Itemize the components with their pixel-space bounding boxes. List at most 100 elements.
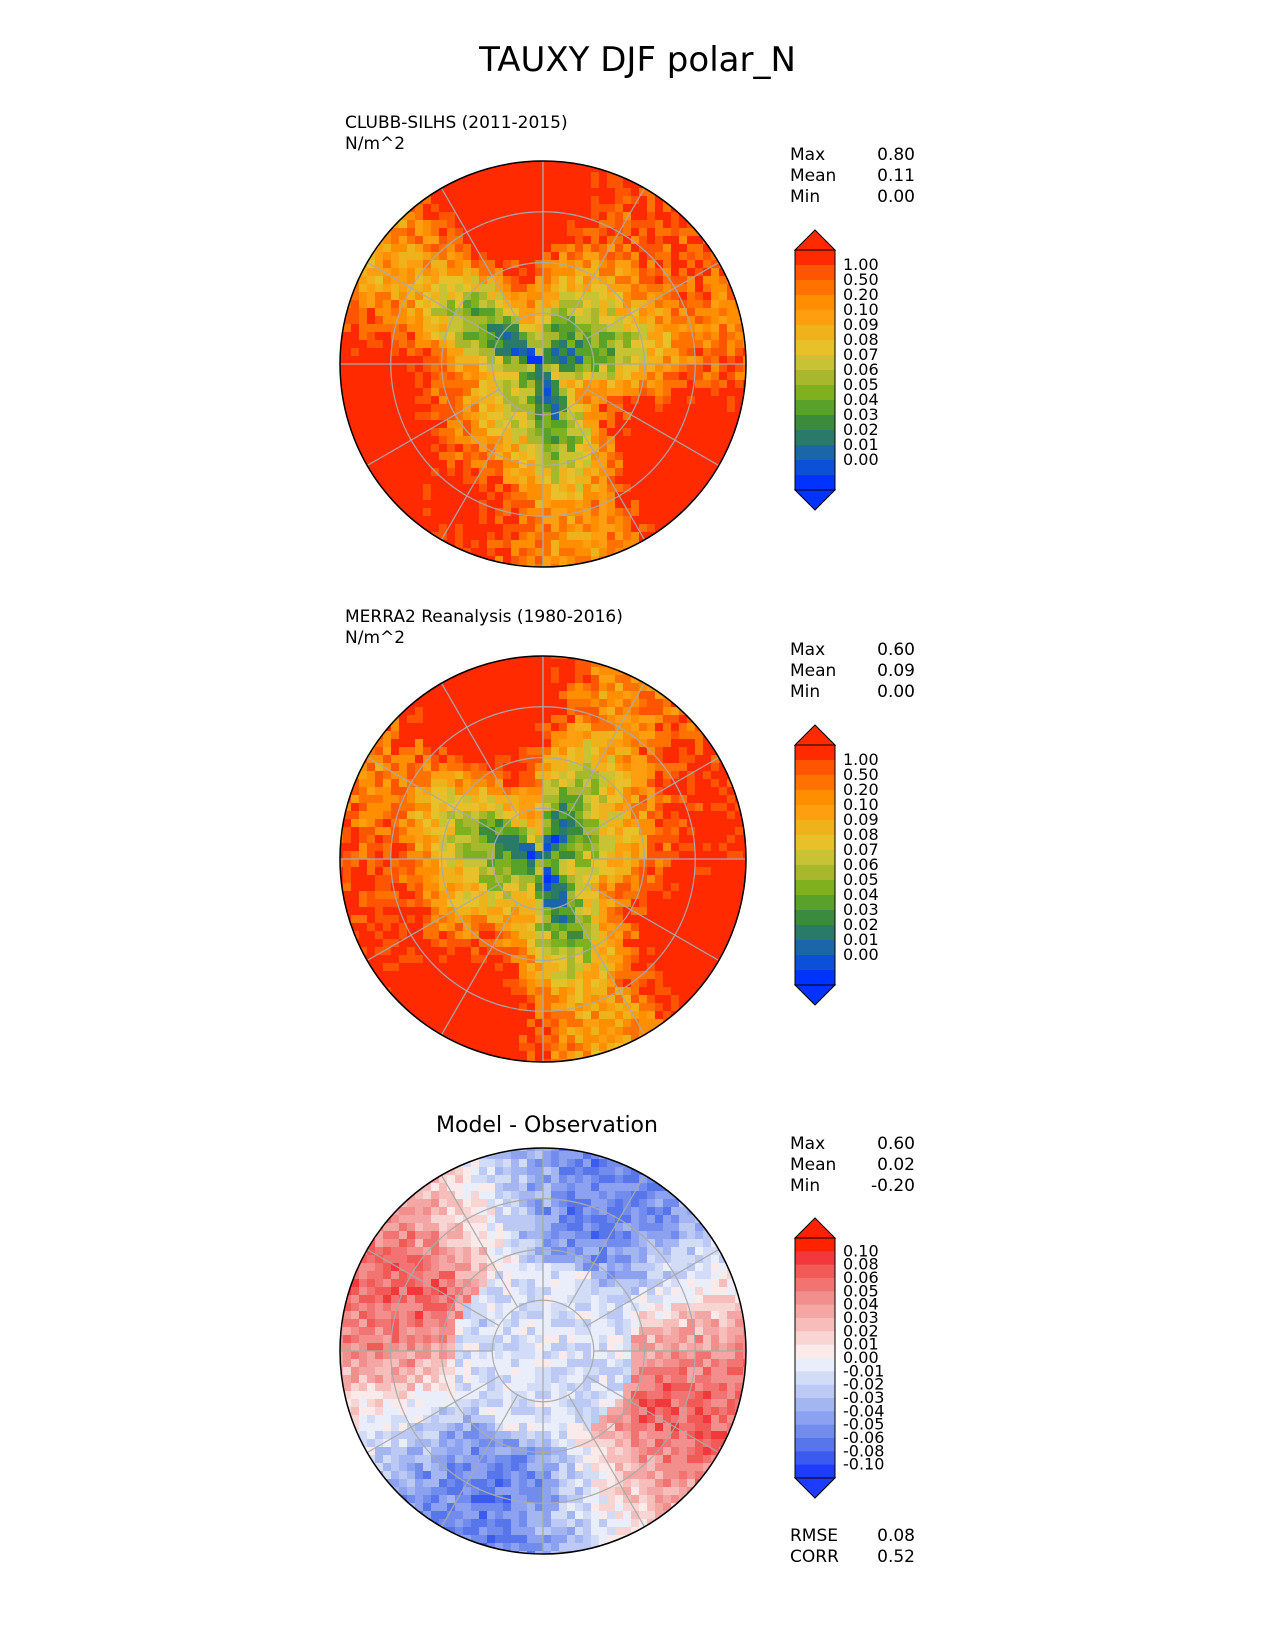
corr-value: 0.52 xyxy=(877,1547,915,1567)
colorbar-frame xyxy=(794,249,836,491)
panel1-min-label: Min xyxy=(790,187,821,207)
panel2-units-label: N/m^2 xyxy=(345,628,406,648)
colorbar-tick-label: 0.50 xyxy=(843,270,879,289)
panel3-max-label: Max xyxy=(790,1134,826,1154)
colorbar-tick-label: 0.04 xyxy=(843,885,879,904)
colorbar-segment xyxy=(795,775,835,791)
colorbar-tick-label: 0.10 xyxy=(843,300,879,319)
colorbar-segment xyxy=(795,1331,835,1346)
map-boundary xyxy=(339,655,747,1063)
colorbar-segment xyxy=(795,1251,835,1266)
panel2-header: MERRA2 Reanalysis (1980-2016) N/m^2 xyxy=(345,607,623,649)
panel2-colorbar: 1.000.500.200.100.090.080.070.060.050.04… xyxy=(793,724,879,1006)
colorbar-segment xyxy=(795,790,835,806)
colorbar-extend-low xyxy=(793,1477,837,1499)
colorbar-tick-label: 0.02 xyxy=(843,915,879,934)
colorbar-segment xyxy=(795,1358,835,1372)
colorbar-segment xyxy=(795,295,835,311)
colorbar-tick-label: 0.08 xyxy=(843,825,879,844)
colorbar-segment xyxy=(795,280,835,296)
colorbar-segment xyxy=(795,850,835,866)
panel2-polar-map xyxy=(339,655,747,1063)
colorbar-segment xyxy=(795,910,835,926)
panel2-run-label: MERRA2 Reanalysis (1980-2016) xyxy=(345,607,623,627)
panel1-max-label: Max xyxy=(790,145,826,165)
colorbar-segment xyxy=(795,760,835,776)
colorbar-tick-label: 0.01 xyxy=(843,930,879,949)
colorbar-segment xyxy=(795,1344,835,1359)
rmse-label: RMSE xyxy=(790,1526,839,1546)
colorbar-tick-label: 0.00 xyxy=(843,1348,879,1367)
colorbar-segment xyxy=(795,1424,835,1439)
panel3-mean-value: 0.02 xyxy=(877,1155,915,1175)
panel2-stats: Max 0.60 Mean 0.09 Min 0.00 xyxy=(790,640,915,703)
panel2-min-value: 0.00 xyxy=(877,682,915,702)
colorbar-segment xyxy=(795,400,835,416)
map-boundary xyxy=(339,160,747,568)
colorbar-frame xyxy=(794,744,836,986)
colorbar-tick-label: -0.04 xyxy=(843,1401,884,1420)
panel1-stats: Max 0.80 Mean 0.11 Min 0.00 xyxy=(790,145,915,208)
corr-label: CORR xyxy=(790,1547,839,1567)
colorbar-segment xyxy=(795,820,835,836)
panel1-mean-value: 0.11 xyxy=(877,166,915,186)
colorbar-tick-label: 0.03 xyxy=(843,900,879,919)
panel1-mean-label: Mean xyxy=(790,166,837,186)
colorbar-tick-label: 0.06 xyxy=(843,360,879,379)
colorbar-tick-label: 0.05 xyxy=(843,870,879,889)
colorbar-extend-high xyxy=(793,229,837,251)
panel3-error-stats: RMSE 0.08 CORR 0.52 xyxy=(790,1526,915,1568)
colorbar-tick-label: -0.03 xyxy=(843,1388,884,1407)
colorbar-extend-high xyxy=(793,724,837,746)
graticule xyxy=(340,1148,746,1554)
colorbar-segment xyxy=(795,1451,835,1466)
colorbar-segment xyxy=(795,745,835,761)
colorbar-tick-label: 0.04 xyxy=(843,1295,879,1314)
colorbar-tick-label: 0.09 xyxy=(843,810,879,829)
colorbar-tick-label: 0.20 xyxy=(843,780,879,799)
colorbar-tick-label: 1.00 xyxy=(843,750,879,769)
colorbar-tick-label: -0.01 xyxy=(843,1361,884,1380)
colorbar-frame xyxy=(794,1237,836,1479)
panel1-header: CLUBB-SILHS (2011-2015) N/m^2 xyxy=(345,113,568,155)
colorbar-segment xyxy=(795,1291,835,1306)
colorbar-tick-label: 0.08 xyxy=(843,1255,879,1274)
colorbar-segment xyxy=(795,385,835,401)
colorbar-tick-label: 0.07 xyxy=(843,345,879,364)
figure-title: TAUXY DJF polar_N xyxy=(479,40,796,80)
colorbar-tick-label: -0.06 xyxy=(843,1428,884,1447)
colorbar-tick-label: 0.50 xyxy=(843,765,879,784)
colorbar-segment xyxy=(795,415,835,431)
colorbar-tick-label: 0.03 xyxy=(843,405,879,424)
colorbar-segment xyxy=(795,1304,835,1319)
colorbar-extend-low xyxy=(793,984,837,1006)
colorbar-tick-label: -0.05 xyxy=(843,1415,884,1434)
panel2-min-label: Min xyxy=(790,682,821,702)
panel3-mean-label: Mean xyxy=(790,1155,837,1175)
colorbar-segment xyxy=(795,1411,835,1426)
colorbar-segment xyxy=(795,1398,835,1412)
colorbar-tick-label: -0.10 xyxy=(843,1455,884,1474)
colorbar-tick-label: -0.08 xyxy=(843,1441,884,1460)
colorbar-segment xyxy=(795,340,835,356)
panel3-min-value: -0.20 xyxy=(871,1176,915,1196)
colorbar-tick-label: 0.01 xyxy=(843,435,879,454)
colorbar-segment xyxy=(795,265,835,281)
colorbar-segment xyxy=(795,1438,835,1452)
colorbar-tick-label: 0.06 xyxy=(843,1268,879,1287)
colorbar-tick-label: 0.10 xyxy=(843,795,879,814)
panel1-colorbar: 1.000.500.200.100.090.080.070.060.050.04… xyxy=(793,229,879,511)
panel1-min-value: 0.00 xyxy=(877,187,915,207)
panel3-stats: Max 0.60 Mean 0.02 Min -0.20 xyxy=(790,1134,915,1197)
colorbar-segment xyxy=(795,835,835,851)
colorbar-segment xyxy=(795,1278,835,1292)
panel2-max-label: Max xyxy=(790,640,826,660)
colorbar-segment xyxy=(795,475,835,491)
colorbar-segment xyxy=(795,925,835,941)
colorbar-segment xyxy=(795,250,835,266)
colorbar-tick-label: 0.05 xyxy=(843,1281,879,1300)
colorbar-segment xyxy=(795,325,835,341)
colorbar-segment xyxy=(795,1318,835,1332)
colorbar-segment xyxy=(795,370,835,386)
graticule xyxy=(340,161,746,567)
